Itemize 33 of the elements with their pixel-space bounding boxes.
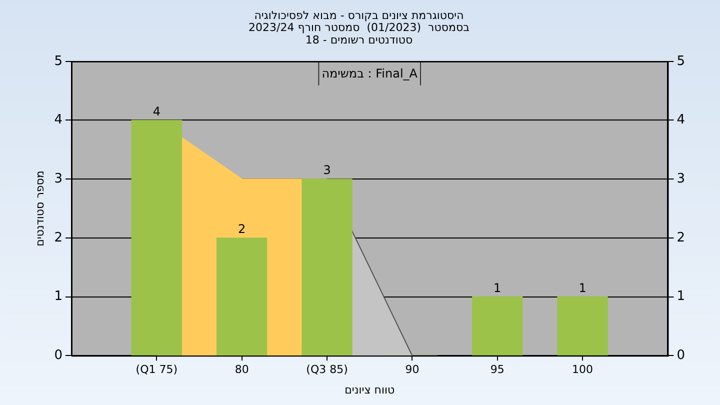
y2-tick-label: 5 (676, 54, 686, 69)
y2-tick-label: 0 (676, 348, 686, 363)
text: סטודנטים רשומים - 18 (305, 34, 413, 47)
data-label: 1 (494, 280, 502, 295)
x-tick-label: 90 (405, 363, 420, 376)
x-tick-label: (Q3 85) (306, 363, 348, 376)
x-axis-title: טווח ציונים (344, 383, 395, 396)
bar (557, 296, 608, 356)
x-tick-label: (Q1 75) (136, 363, 178, 376)
y-tick-label: 1 (54, 289, 62, 304)
annotation: במשימה : Final_A (322, 66, 418, 81)
y-tick-label: 3 (54, 171, 62, 186)
y2-tick-label: 4 (676, 112, 686, 128)
bar (472, 296, 523, 356)
x-tick-label: 100 (572, 363, 594, 376)
y-axis-title: מספר סטודנטים (33, 170, 46, 246)
x-tick-label: 95 (490, 363, 504, 376)
y-tick-label: 2 (54, 230, 62, 246)
data-label: 4 (152, 104, 160, 118)
x-tick-label: 80 (234, 363, 249, 376)
y2-tick-label: 1 (676, 289, 686, 304)
bar (216, 238, 268, 356)
y2-tick-label: 2 (676, 230, 686, 246)
y2-tick-label: 3 (676, 171, 686, 186)
data-label: 1 (578, 280, 586, 295)
chart-title: היסטוגרמת ציונים בקורס - מבוא לפסיכולוגיה (254, 8, 464, 22)
data-label: 3 (323, 163, 331, 178)
y-tick-label: 4 (54, 112, 62, 128)
y-tick-label: 5 (54, 54, 62, 69)
data-label: 2 (238, 222, 246, 236)
chart-subtitle: בסמסטר (01/2023) סמסטר חורף 2023/24 (248, 21, 470, 34)
bar (131, 120, 182, 356)
y-tick-label: 0 (54, 348, 62, 363)
